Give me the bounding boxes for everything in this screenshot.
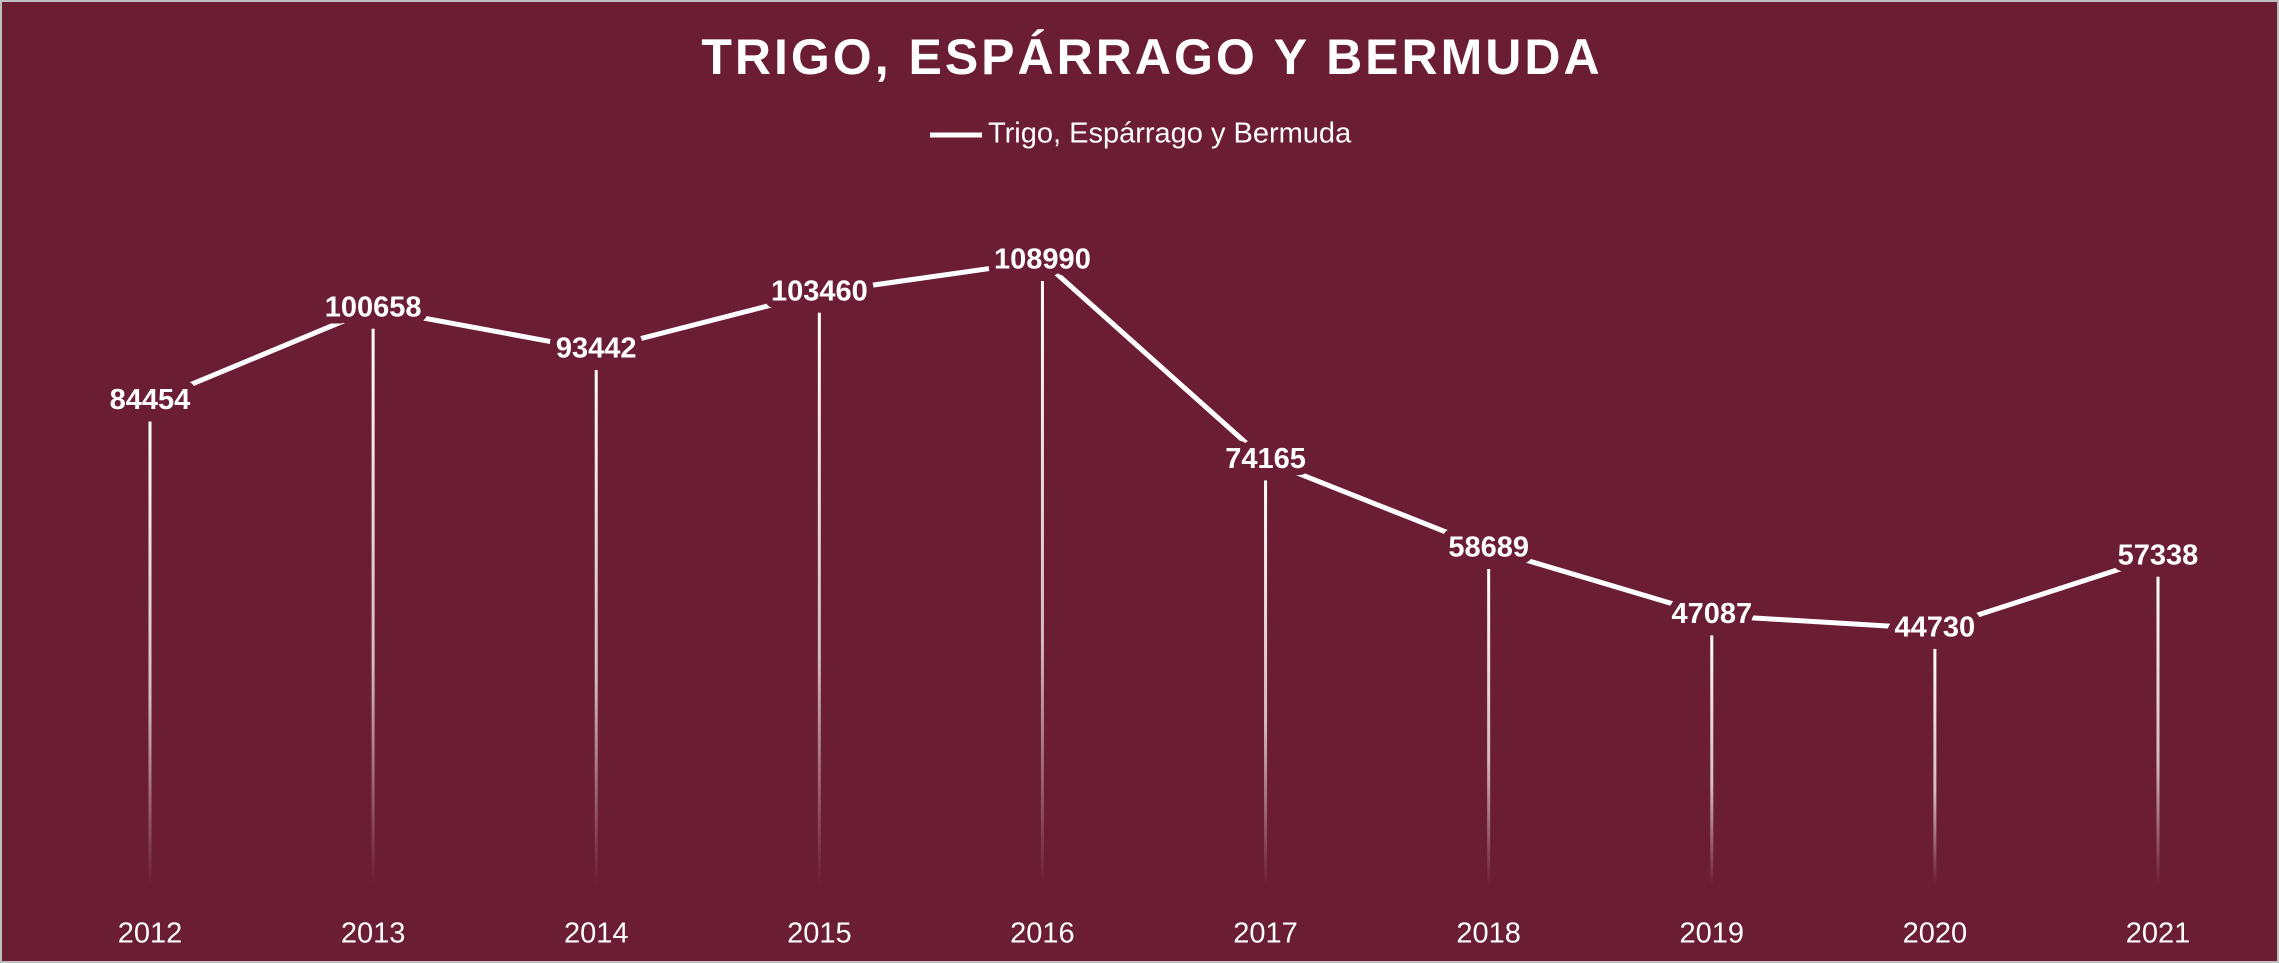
drop-line [1933, 648, 1937, 885]
x-tick-label: 2018 [1456, 918, 1521, 950]
drop-line [2156, 576, 2160, 885]
x-tick-label: 2020 [1903, 918, 1968, 950]
data-label: 58689 [1448, 532, 1529, 564]
drop-line [1487, 569, 1491, 885]
x-tick-label: 2017 [1233, 918, 1298, 950]
drop-line [371, 328, 375, 886]
x-tick-label: 2014 [564, 918, 629, 950]
drop-line [148, 421, 152, 885]
data-label: 74165 [1225, 443, 1306, 475]
series-line [149, 258, 2159, 632]
legend: Trigo, Espárrago y Bermuda [930, 118, 1352, 150]
chart-title: TRIGO, ESPÁRRAGO Y BERMUDA [701, 29, 1602, 85]
drop-line [817, 312, 821, 885]
x-tick-label: 2021 [2126, 918, 2191, 950]
x-tick-label: 2015 [787, 918, 852, 950]
x-tick-label: 2013 [341, 918, 406, 950]
drop-line [1264, 480, 1268, 885]
x-tick-label: 2019 [1680, 918, 1745, 950]
legend-label: Trigo, Espárrago y Bermuda [988, 118, 1352, 150]
drop-line [1040, 281, 1044, 886]
x-tick-label: 2016 [1010, 918, 1075, 950]
data-label: 44730 [1895, 612, 1976, 644]
drop-line [594, 370, 598, 885]
data-label: 108990 [994, 244, 1091, 276]
drop-line [1710, 635, 1714, 885]
data-label: 93442 [556, 333, 637, 365]
data-label: 84454 [110, 384, 191, 416]
x-tick-label: 2012 [118, 918, 183, 950]
data-label: 103460 [771, 275, 868, 307]
data-label: 57338 [2118, 539, 2199, 571]
data-label: 47087 [1671, 598, 1752, 630]
data-label: 100658 [325, 291, 422, 323]
